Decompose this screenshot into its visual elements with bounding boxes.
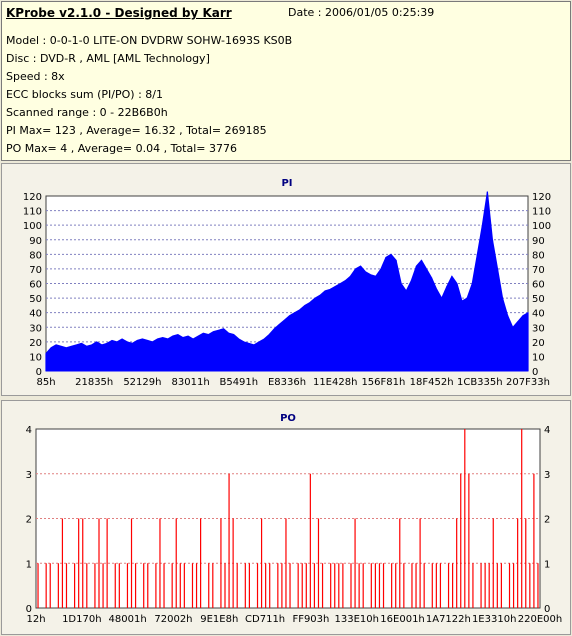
pi-y-tick-left: 20: [29, 338, 42, 349]
pi-chart-title: PI: [281, 178, 292, 189]
po-y-tick-right: 2: [544, 515, 550, 526]
po-x-tick: 1E3310h: [472, 614, 516, 625]
po-y-tick-left: 0: [26, 604, 32, 615]
pi-y-tick-right: 80: [532, 250, 545, 261]
pi-x-tick: 52129h: [123, 377, 161, 388]
pi-x-tick: 21835h: [75, 377, 113, 388]
pi-y-tick-right: 120: [532, 192, 551, 203]
po-chart: PO 0 0 1 1 2 2 3 3 4 4 12h 1D170h 48001h 72002h 9E1E8h C…: [26, 413, 563, 625]
po-x-tick: 72002h: [154, 614, 192, 625]
pi-y-tick-right: 50: [532, 294, 545, 305]
pi-y-tick-left: 10: [29, 352, 42, 363]
pi-y-tick-left: 90: [29, 236, 42, 247]
pi-y-tick-right: 10: [532, 352, 545, 363]
model-line: Model : 0-0-1-0 LITE-ON DVDRW SOHW-1693S…: [6, 34, 293, 47]
pi-y-tick-left: 30: [29, 323, 42, 334]
po-x-tick: 220E00h: [518, 614, 562, 625]
po-y-tick-right: 1: [544, 559, 550, 570]
po-y-tick-left: 4: [26, 425, 32, 436]
pi-x-tick: 85h: [36, 377, 55, 388]
pi-y-tick-right: 0: [532, 367, 538, 378]
scan-date: Date : 2006/01/05 0:25:39: [288, 6, 435, 19]
po-x-tick: CD711h: [245, 614, 285, 625]
po-x-tick: 48001h: [109, 614, 147, 625]
po-x-tick: 133E10h: [334, 614, 378, 625]
pi-y-tick-right: 70: [532, 265, 545, 276]
speed-line: Speed : 8x: [6, 70, 65, 83]
pi-chart: PI 0 0 10 10 20 20 30 30 40 40 50 50 60 60 70 70 80 80 90 90…: [23, 178, 551, 388]
po-x-tick: FF903h: [292, 614, 329, 625]
po-summary-line: PO Max= 4 , Average= 0.04 , Total= 3776: [6, 142, 237, 155]
po-x-tick: 16E001h: [380, 614, 424, 625]
range-line: Scanned range : 0 - 22B6B0h: [6, 106, 168, 119]
app-title: KProbe v2.1.0 - Designed by Karr: [6, 6, 232, 20]
pi-y-tick-right: 60: [532, 280, 545, 291]
pi-x-tick: 207F33h: [506, 377, 550, 388]
disc-line: Disc : DVD-R , AML [AML Technology]: [6, 52, 210, 65]
ecc-line: ECC blocks sum (PI/PO) : 8/1: [6, 88, 163, 101]
pi-x-tick: 11E428h: [313, 377, 357, 388]
pi-y-tick-left: 40: [29, 309, 42, 320]
po-chart-panel: PO 0 0 1 1 2 2 3 3 4 4 12h 1D170h 48001h 72002h 9E1E8h C…: [1, 400, 571, 635]
pi-chart-panel: PI 0 0 10 10 20 20 30 30 40 40 50 50 60 60 70 70 80 80 90 90…: [1, 163, 571, 396]
pi-y-tick-left: 0: [36, 367, 42, 378]
po-y-tick-right: 0: [544, 604, 550, 615]
pi-y-tick-left: 100: [23, 221, 42, 232]
pi-x-tick: E8336h: [268, 377, 306, 388]
po-x-tick: 12h: [26, 614, 45, 625]
pi-y-tick-right: 90: [532, 236, 545, 247]
pi-y-tick-right: 40: [532, 309, 545, 320]
po-x-tick: 1A7122h: [426, 614, 471, 625]
pi-x-tick: 83011h: [172, 377, 210, 388]
po-y-tick-left: 1: [26, 559, 32, 570]
po-y-tick-left: 2: [26, 515, 32, 526]
po-chart-title: PO: [280, 413, 296, 424]
pi-x-tick: B5491h: [219, 377, 258, 388]
pi-summary-line: PI Max= 123 , Average= 16.32 , Total= 26…: [6, 124, 267, 137]
pi-y-tick-left: 110: [23, 207, 42, 218]
pi-y-tick-left: 120: [23, 192, 42, 203]
pi-y-tick-left: 80: [29, 250, 42, 261]
pi-y-tick-left: 50: [29, 294, 42, 305]
pi-y-tick-right: 110: [532, 207, 551, 218]
pi-y-tick-left: 60: [29, 280, 42, 291]
po-y-tick-right: 3: [544, 470, 550, 481]
disc-info-panel: KProbe v2.1.0 - Designed by Karr Date : …: [1, 1, 571, 161]
po-x-tick: 1D170h: [62, 614, 102, 625]
pi-y-tick-right: 100: [532, 221, 551, 232]
po-y-tick-left: 3: [26, 470, 32, 481]
pi-x-tick: 156F81h: [361, 377, 405, 388]
pi-x-tick: 18F452h: [410, 377, 454, 388]
pi-y-tick-right: 30: [532, 323, 545, 334]
po-y-tick-right: 4: [544, 425, 550, 436]
pi-y-tick-right: 20: [532, 338, 545, 349]
pi-x-tick: 1CB335h: [457, 377, 503, 388]
pi-y-tick-left: 70: [29, 265, 42, 276]
po-x-tick: 9E1E8h: [200, 614, 238, 625]
